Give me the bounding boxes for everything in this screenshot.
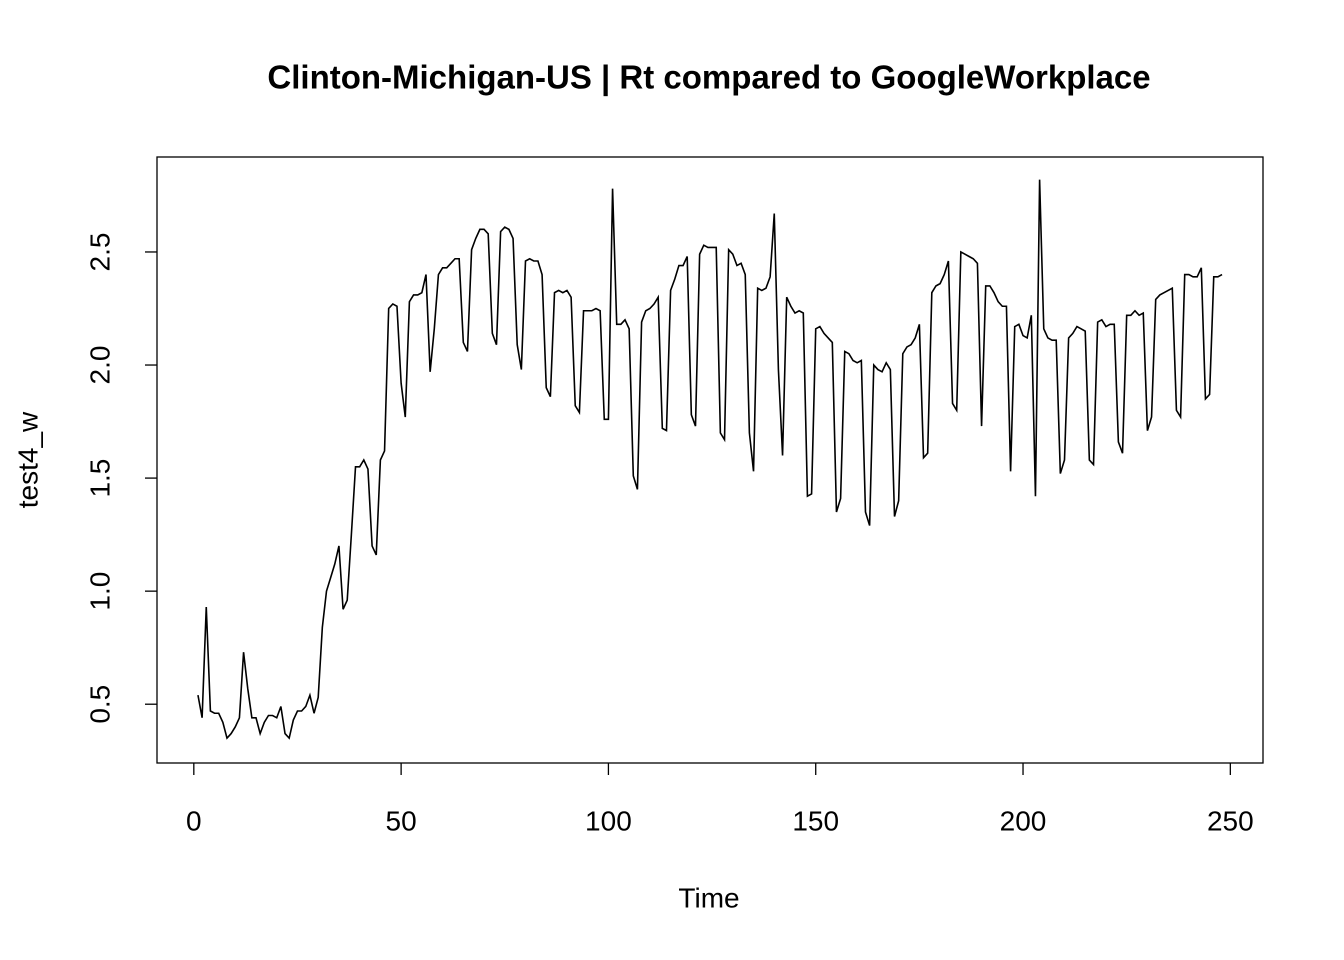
y-tick-label: 0.5: [84, 685, 115, 724]
y-tick-label: 2.0: [84, 346, 115, 385]
x-axis-label: Time: [678, 882, 739, 913]
x-tick-label: 250: [1207, 805, 1254, 836]
chart-title: Clinton-Michigan-US | Rt compared to Goo…: [267, 59, 1150, 96]
x-tick-label: 0: [186, 805, 202, 836]
x-tick-label: 200: [1000, 805, 1047, 836]
y-tick-label: 1.5: [84, 459, 115, 498]
y-axis-label: test4_w: [12, 411, 43, 508]
data-line: [197, 179, 1223, 740]
x-tick-label: 50: [386, 805, 417, 836]
x-tick-label: 150: [792, 805, 839, 836]
y-tick-label: 2.5: [84, 233, 115, 272]
y-tick-label: 1.0: [84, 572, 115, 611]
x-tick-label: 100: [585, 805, 632, 836]
plot-box: [156, 156, 1264, 764]
